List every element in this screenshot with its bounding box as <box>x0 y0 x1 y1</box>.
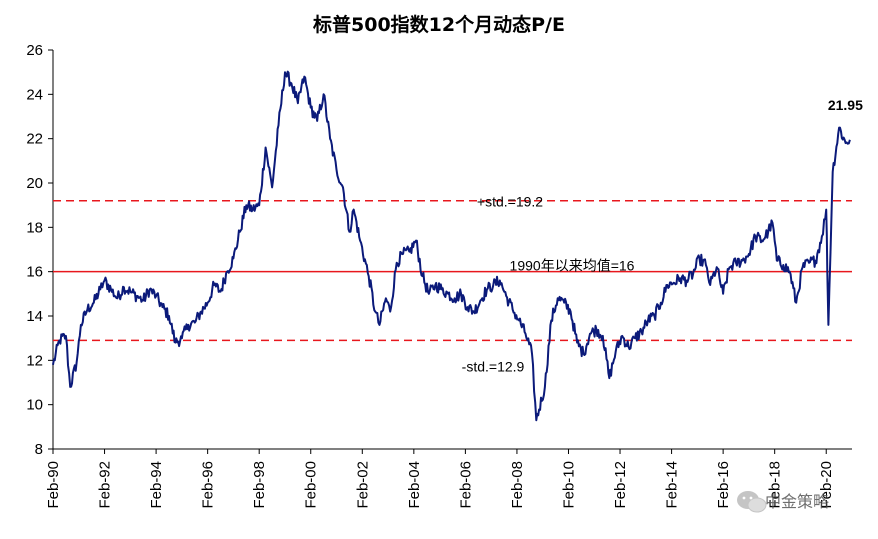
y-tick-label: 12 <box>26 352 43 369</box>
y-tick-label: 22 <box>26 131 43 148</box>
y-tick-label: 14 <box>26 308 43 325</box>
reference-line-label: +std.=19.2 <box>477 194 543 210</box>
x-tick-label: Feb-08 <box>509 461 526 509</box>
x-tick-label: Feb-18 <box>767 461 784 509</box>
y-tick-label: 26 <box>26 42 43 59</box>
reference-line-label: -std.=12.9 <box>462 358 525 374</box>
y-tick-label: 24 <box>26 86 43 103</box>
watermark: 中金策略 <box>737 491 829 513</box>
x-tick-label: Feb-96 <box>200 461 217 509</box>
annotations: +std.=19.2 1990年以来均值=16 -std.=12.9 21.95 <box>462 97 863 374</box>
x-tick-label: Feb-94 <box>148 461 165 509</box>
x-tick-label: Feb-14 <box>664 461 681 509</box>
y-tick-label: 16 <box>26 264 43 281</box>
chart-title: 标普500指数12个月动态P/E <box>313 13 565 36</box>
y-tick-label: 10 <box>26 397 43 414</box>
pe-series-line <box>52 70 851 422</box>
x-tick-label: Feb-00 <box>303 461 320 509</box>
last-value-label: 21.95 <box>828 97 863 113</box>
watermark-text: 中金策略 <box>765 492 829 511</box>
series-group <box>52 70 851 422</box>
x-tick-label: Feb-06 <box>457 461 474 509</box>
reference-line-label: 1990年以来均值=16 <box>510 258 635 274</box>
wechat-icon <box>737 491 767 513</box>
x-axis: Feb-90 Feb-92 Feb-94 Feb-96 Feb-98 Feb-00 Feb-… <box>45 448 852 509</box>
x-tick-label: Feb-02 <box>354 461 371 509</box>
x-tick-label: Feb-12 <box>612 461 629 509</box>
x-tick-label: Feb-10 <box>560 461 577 509</box>
y-axis: 8 10 12 14 16 18 20 22 24 26 <box>26 42 54 458</box>
x-tick-label: Feb-20 <box>818 461 835 509</box>
x-tick-label: Feb-90 <box>45 461 62 509</box>
x-tick-label: Feb-92 <box>97 461 114 509</box>
x-tick-label: Feb-98 <box>251 461 268 509</box>
y-tick-label: 20 <box>26 175 43 192</box>
x-tick-label: Feb-16 <box>715 461 732 509</box>
x-tick-label: Feb-04 <box>406 461 423 509</box>
y-tick-label: 18 <box>26 219 43 236</box>
y-tick-label: 8 <box>35 441 43 458</box>
